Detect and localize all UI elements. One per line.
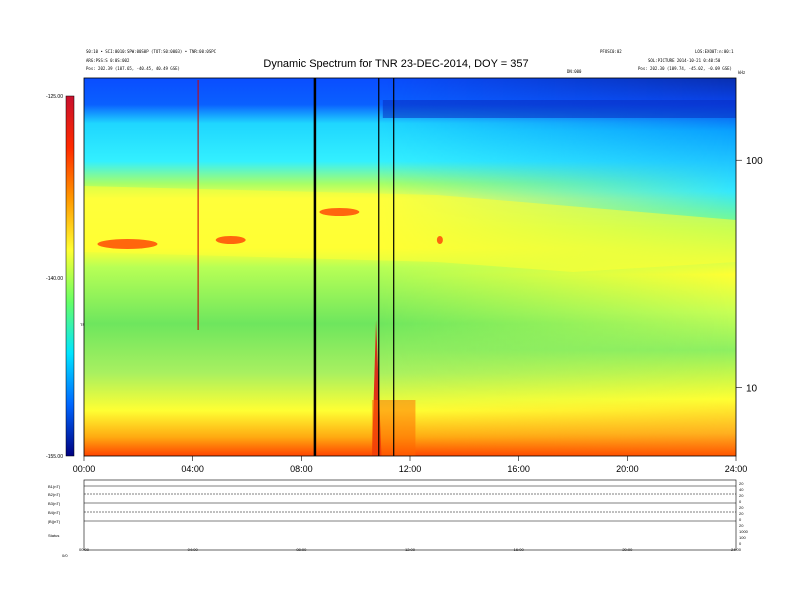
magnetometer-panel: B1(nT)B2(nT)B3(nT)B4(nT)|B|(nT)Status204… (48, 479, 749, 558)
red-burst (319, 208, 360, 216)
header-right-line4: DN:000 (567, 69, 582, 74)
bottom-right-tick: 20 (739, 481, 744, 486)
bottom-right-tick: 0 (739, 541, 742, 546)
bottom-right-tick: 0 (739, 499, 742, 504)
colorbar-tick-top: -125.00 (46, 94, 63, 100)
spectrum-features (84, 78, 736, 456)
bottom-row-label: Status (48, 533, 59, 538)
bottom-panel-frame (83, 479, 737, 551)
header-right-line2: SOL:PICTURE 2014-10-21 0:40:50 (648, 58, 721, 63)
bottom-x-tick-label: 20:00 (622, 547, 633, 552)
upper-blue-band (382, 100, 736, 118)
bottom-right-tick: 1000 (739, 529, 749, 534)
red-burst (215, 236, 246, 244)
x-tick-label: 16:00 (507, 464, 530, 474)
x-tick-label: 04:00 (181, 464, 204, 474)
bottom-right-tick: 0 (739, 517, 742, 522)
bottom-right-tick: 20 (739, 505, 744, 510)
header-right-line3: Pos: 202.30 (109.74, -45.02, -0.09 GSE) (638, 66, 732, 71)
header-left-line3: Pos: 202.39 (107.65, -40.45, 40.49 GSE) (86, 66, 180, 71)
bottom-row-label: B4(nT) (48, 510, 61, 515)
x-tick-label: 12:00 (399, 464, 422, 474)
bottom-panel-rows: B1(nT)B2(nT)B3(nT)B4(nT)|B|(nT)Status204… (48, 481, 749, 558)
bottom-right-tick: 20 (739, 511, 744, 516)
x-axis: 00:00 04:00 08:00 12:00 16:00 20:00 24:00 (73, 456, 748, 474)
chart-title: Dynamic Spectrum for TNR 23-DEC-2014, DO… (263, 58, 529, 70)
header-right-line1b: LOS:EXO0T:n:00:1 (695, 49, 734, 54)
header-left-line2: ARG:PSS:S 0:0S:002 (86, 58, 130, 63)
x-tick-label: 24:00 (725, 464, 748, 474)
bottom-x-tick-label: 16:00 (514, 547, 525, 552)
x-tick-label: 08:00 (290, 464, 313, 474)
bottom-right-tick: 40 (739, 487, 744, 492)
bottom-row-label: B1(nT) (48, 484, 61, 489)
header-right-line1: PFOSC0:02 (600, 49, 622, 54)
bottom-right-tick: 100 (739, 535, 746, 540)
bottom-x-tick-label: 04:00 (188, 547, 199, 552)
bottom-right-tick: 20 (739, 493, 744, 498)
colorbar-strip (65, 95, 75, 457)
status-value: 0/0 (62, 553, 68, 558)
bottom-x-tick-label: 24:00 (731, 547, 742, 552)
header-left-line1: S0:10 • SCI:0010:SPW:00S0P (TOT:S0:0003)… (86, 49, 217, 54)
bottom-x-tick-label: 08:00 (296, 547, 307, 552)
bottom-row-label: B2(nT) (48, 492, 61, 497)
y-tick-label: 100 (746, 156, 763, 167)
frequency-unit-label: kHz (738, 70, 746, 75)
bottom-x-tick-label: 00:00 (79, 547, 90, 552)
red-burst (97, 239, 158, 249)
x-tick-label: 20:00 (616, 464, 639, 474)
bottom-right-tick: 20 (739, 523, 744, 528)
red-burst (436, 236, 443, 244)
spectrogram-image (84, 78, 736, 456)
colorbar: -125.00 -140.00 -155.00 TNR (46, 94, 88, 460)
bottom-x-tick-label: 12:00 (405, 547, 416, 552)
bottom-row-label: B3(nT) (48, 501, 61, 506)
x-tick-label: 00:00 (73, 464, 96, 474)
y-tick-label: 10 (746, 384, 758, 395)
colorbar-tick-mid: -140.00 (46, 276, 63, 282)
mid-emission-band (84, 186, 736, 272)
y-axis: 10 100 (736, 156, 763, 395)
colorbar-tick-bottom: -155.00 (46, 454, 63, 460)
bottom-row-label: |B|(nT) (48, 519, 61, 524)
